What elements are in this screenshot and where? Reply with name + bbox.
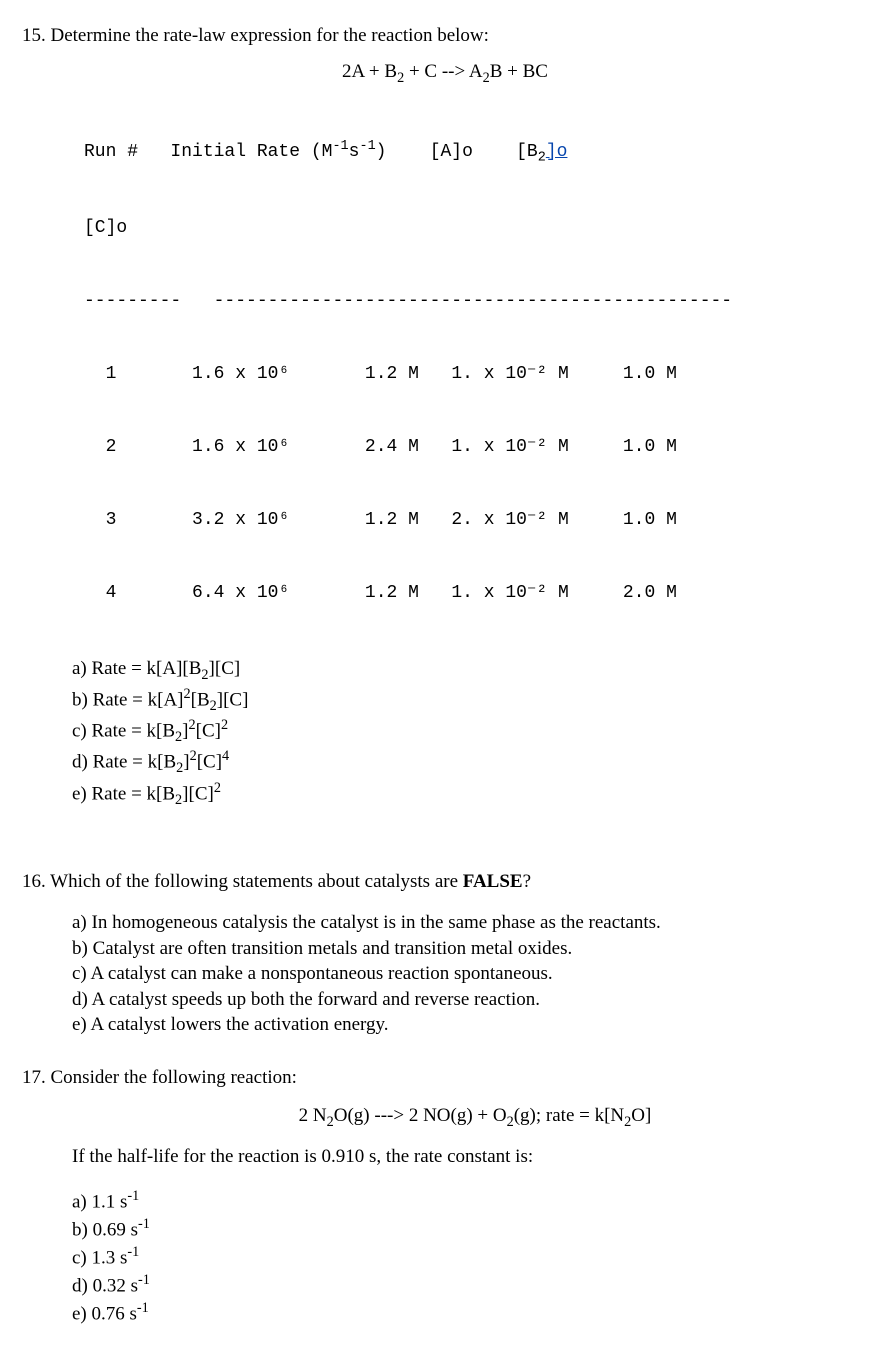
question-15: 15. Determine the rate-law expression fo… [22, 24, 868, 810]
q15-c-header: [C]o [84, 216, 868, 240]
q15-choice-a: a) Rate = k[A][B2][C] [72, 656, 868, 685]
q15-table: Run # Initial Rate (M-1s-1) [A]o [B2]o [… [84, 89, 868, 653]
q16-choice-e: e) A catalyst lowers the activation ener… [72, 1012, 868, 1038]
q15-choice-b: b) Rate = k[A]2[B2][C] [72, 685, 868, 716]
table-row: 3 3.2 x 10⁶ 1.2 M 2. x 10⁻² M 1.0 M [84, 508, 868, 532]
q16-choice-d: d) A catalyst speeds up both the forward… [72, 987, 868, 1013]
q17-equation: 2 N2O(g) ---> 2 NO(g) + O2(g); rate = k[… [82, 1104, 868, 1132]
q16-prompt: 16. Which of the following statements ab… [22, 870, 868, 894]
q15-a-header: [A]o [430, 142, 473, 162]
q16-choice-c: c) A catalyst can make a nonspontaneous … [72, 961, 868, 987]
q15-equation: 2A + B2 + C --> A2B + BC [22, 60, 868, 88]
question-16: 16. Which of the following statements ab… [22, 870, 868, 1038]
q17-condition: If the half-life for the reaction is 0.9… [72, 1145, 868, 1169]
q15-choices: a) Rate = k[A][B2][C] b) Rate = k[A]2[B2… [72, 656, 868, 810]
q15-choice-e: e) Rate = k[B2][C]2 [72, 779, 868, 810]
q17-choices: a) 1.1 s-1 b) 0.69 s-1 c) 1.3 s-1 d) 0.3… [72, 1187, 868, 1327]
q16-choice-b: b) Catalyst are often transition metals … [72, 936, 868, 962]
q15-choice-d: d) Rate = k[B2]2[C]4 [72, 747, 868, 778]
q15-header: Run # Initial Rate (M-1s-1) [A]o [B2]o [84, 138, 868, 168]
question-17: 17. Consider the following reaction: 2 N… [22, 1066, 868, 1327]
q15-choice-c: c) Rate = k[B2]2[C]2 [72, 716, 868, 747]
q16-choice-a: a) In homogeneous catalysis the catalyst… [72, 910, 868, 936]
q17-prompt: 17. Consider the following reaction: [22, 1066, 868, 1090]
q17-choice-b: b) 0.69 s-1 [72, 1215, 868, 1243]
q17-choice-a: a) 1.1 s-1 [72, 1187, 868, 1215]
q17-choice-d: d) 0.32 s-1 [72, 1271, 868, 1299]
table-row: 4 6.4 x 10⁶ 1.2 M 1. x 10⁻² M 2.0 M [84, 581, 868, 605]
q15-prompt: 15. Determine the rate-law expression fo… [22, 24, 868, 48]
q15-sep: --------- ------------------------------… [84, 289, 868, 313]
table-row: 1 1.6 x 10⁶ 1.2 M 1. x 10⁻² M 1.0 M [84, 362, 868, 386]
q17-choice-e: e) 0.76 s-1 [72, 1299, 868, 1327]
q17-choice-c: c) 1.3 s-1 [72, 1243, 868, 1271]
q16-choices: a) In homogeneous catalysis the catalyst… [72, 910, 868, 1038]
table-row: 2 1.6 x 10⁶ 2.4 M 1. x 10⁻² M 1.0 M [84, 435, 868, 459]
